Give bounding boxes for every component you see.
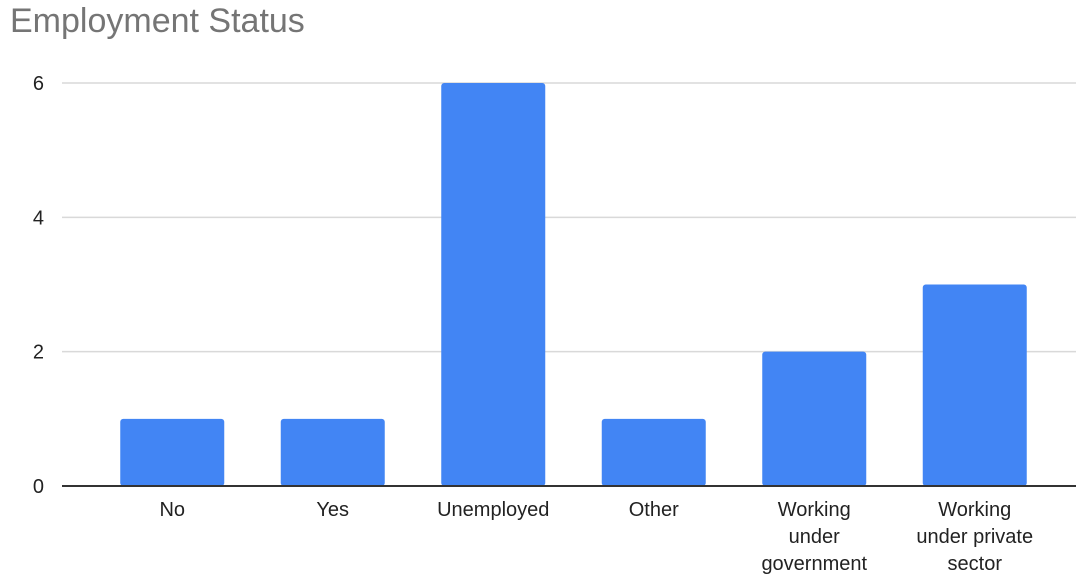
y-tick-label: 2 — [33, 342, 44, 364]
bar-working-under-private-sector — [922, 284, 1027, 486]
x-category-label: Unemployed — [437, 499, 549, 521]
bar-yes — [280, 418, 385, 486]
x-category-labels: No Yes Unemployed Other Working under governme… — [159, 499, 1033, 575]
x-category-label-line: Yes — [316, 499, 349, 521]
x-category-label-line: under — [789, 526, 840, 548]
x-category-label-line: government — [761, 553, 867, 575]
y-tick-label: 6 — [33, 73, 44, 95]
x-category-label-line: Other — [629, 499, 679, 521]
x-category-label: Other — [629, 499, 679, 521]
bar-working-under-government — [762, 351, 867, 486]
y-tick-label: 0 — [33, 476, 44, 498]
x-category-label-line: under private — [916, 526, 1033, 548]
bars — [120, 83, 1027, 486]
x-category-label: Working under government — [761, 499, 867, 575]
x-category-label-line: Unemployed — [437, 499, 549, 521]
x-category-label-line: No — [159, 499, 185, 521]
bar-no — [120, 418, 225, 486]
x-category-label-line: sector — [948, 553, 1003, 575]
bar-unemployed — [441, 83, 546, 486]
bar-other — [601, 418, 706, 486]
y-tick-labels: 0 2 4 6 — [33, 73, 44, 498]
x-category-label: No — [159, 499, 185, 521]
x-category-label: Working under private sector — [916, 499, 1033, 575]
x-category-label: Yes — [316, 499, 349, 521]
y-tick-label: 4 — [33, 207, 44, 229]
x-category-label-line: Working — [778, 499, 851, 521]
gridlines — [62, 82, 1076, 353]
chart-title: Employment Status — [10, 2, 305, 40]
x-category-label-line: Working — [938, 499, 1011, 521]
